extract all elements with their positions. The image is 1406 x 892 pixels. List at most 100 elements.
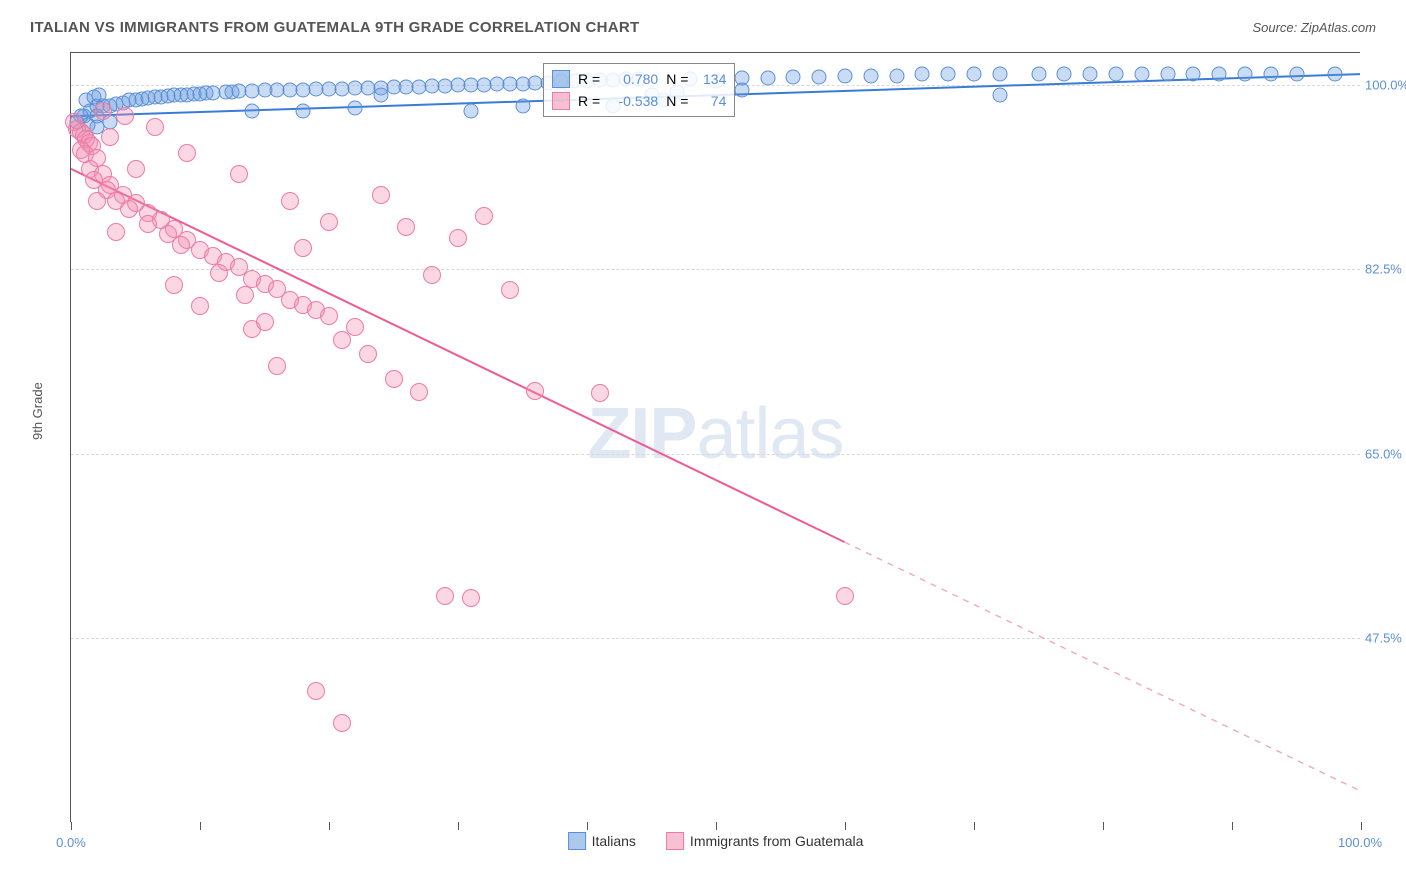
data-point — [294, 239, 312, 257]
data-point — [1186, 67, 1201, 82]
data-point — [210, 264, 228, 282]
data-point — [101, 128, 119, 146]
stats-row-italians: R = 0.780 N = 134 — [552, 68, 726, 90]
data-point — [320, 307, 338, 325]
r-label: R = — [578, 68, 600, 90]
r-label: R = — [578, 90, 600, 112]
data-point — [734, 82, 749, 97]
data-point — [178, 144, 196, 162]
y-tick-label: 65.0% — [1365, 446, 1406, 461]
y-tick-label: 82.5% — [1365, 262, 1406, 277]
legend-item-guatemala: Immigrants from Guatemala — [666, 832, 864, 850]
data-point — [397, 218, 415, 236]
data-point — [863, 69, 878, 84]
data-point — [1328, 67, 1343, 82]
x-tick — [200, 822, 201, 830]
data-point — [941, 67, 956, 82]
x-tick — [716, 822, 717, 830]
chart-title: ITALIAN VS IMMIGRANTS FROM GUATEMALA 9TH… — [30, 19, 639, 36]
legend-item-italians: Italians — [568, 832, 636, 850]
r-value-guatemala: -0.538 — [608, 90, 658, 112]
x-tick — [458, 822, 459, 830]
data-point — [889, 69, 904, 84]
data-point — [107, 223, 125, 241]
data-point — [1237, 67, 1252, 82]
data-point — [515, 98, 530, 113]
data-point — [139, 215, 157, 233]
n-value-guatemala: 74 — [696, 90, 726, 112]
data-point — [172, 236, 190, 254]
data-point — [320, 213, 338, 231]
data-point — [359, 345, 377, 363]
data-point — [475, 207, 493, 225]
data-point — [281, 192, 299, 210]
y-tick-label: 100.0% — [1365, 77, 1406, 92]
data-point — [296, 104, 311, 119]
data-point — [436, 587, 454, 605]
data-point — [760, 71, 775, 86]
legend-swatch-italians — [568, 832, 586, 850]
data-point — [347, 100, 362, 115]
n-label: N = — [666, 68, 688, 90]
data-point — [373, 88, 388, 103]
data-point — [1289, 67, 1304, 82]
data-point — [94, 102, 112, 120]
x-tick — [71, 822, 72, 830]
data-point — [307, 682, 325, 700]
data-point — [786, 70, 801, 85]
data-point — [268, 357, 286, 375]
source-name: ZipAtlas.com — [1301, 20, 1376, 35]
data-point — [838, 69, 853, 84]
data-point — [116, 107, 134, 125]
y-axis-label: 9th Grade — [30, 382, 45, 440]
data-point — [1031, 67, 1046, 82]
data-point — [967, 67, 982, 82]
chart-plot-area: ZIPatlas 100.0%82.5%65.0%47.5% R = 0.780… — [70, 52, 1360, 822]
data-point — [236, 286, 254, 304]
source-prefix: Source: — [1252, 20, 1300, 35]
legend-swatch-guatemala — [666, 832, 684, 850]
swatch-italians — [552, 70, 570, 88]
data-point — [463, 104, 478, 119]
data-point — [1160, 67, 1175, 82]
y-tick-label: 47.5% — [1365, 631, 1406, 646]
data-point — [992, 67, 1007, 82]
x-axis-right-label: 100.0% — [1338, 835, 1382, 850]
x-tick — [1361, 822, 1362, 830]
series-legend: Italians Immigrants from Guatemala — [568, 832, 864, 850]
data-point — [410, 383, 428, 401]
x-tick — [1103, 822, 1104, 830]
data-point — [1212, 67, 1227, 82]
data-point — [591, 384, 609, 402]
data-point — [372, 186, 390, 204]
data-point — [385, 370, 403, 388]
data-point — [501, 281, 519, 299]
data-point — [1134, 67, 1149, 82]
x-axis-left-label: 0.0% — [56, 835, 86, 850]
n-label: N = — [666, 90, 688, 112]
data-point — [1108, 67, 1123, 82]
data-point — [191, 297, 209, 315]
x-tick — [974, 822, 975, 830]
correlation-stats-legend: R = 0.780 N = 134 R = -0.538 N = 74 — [543, 63, 735, 117]
data-point — [423, 266, 441, 284]
data-point — [120, 200, 138, 218]
legend-label-italians: Italians — [592, 833, 636, 849]
data-point — [127, 160, 145, 178]
data-point — [1263, 67, 1278, 82]
data-point — [915, 67, 930, 82]
data-point — [449, 229, 467, 247]
data-point — [333, 331, 351, 349]
data-point — [146, 118, 164, 136]
source-attribution: Source: ZipAtlas.com — [1252, 20, 1376, 35]
legend-label-guatemala: Immigrants from Guatemala — [690, 833, 864, 849]
x-tick — [329, 822, 330, 830]
x-tick — [587, 822, 588, 830]
data-point — [1057, 67, 1072, 82]
x-tick — [1232, 822, 1233, 830]
data-point — [165, 276, 183, 294]
data-point — [244, 104, 259, 119]
data-point — [230, 165, 248, 183]
data-point — [526, 382, 544, 400]
data-point — [1083, 67, 1098, 82]
